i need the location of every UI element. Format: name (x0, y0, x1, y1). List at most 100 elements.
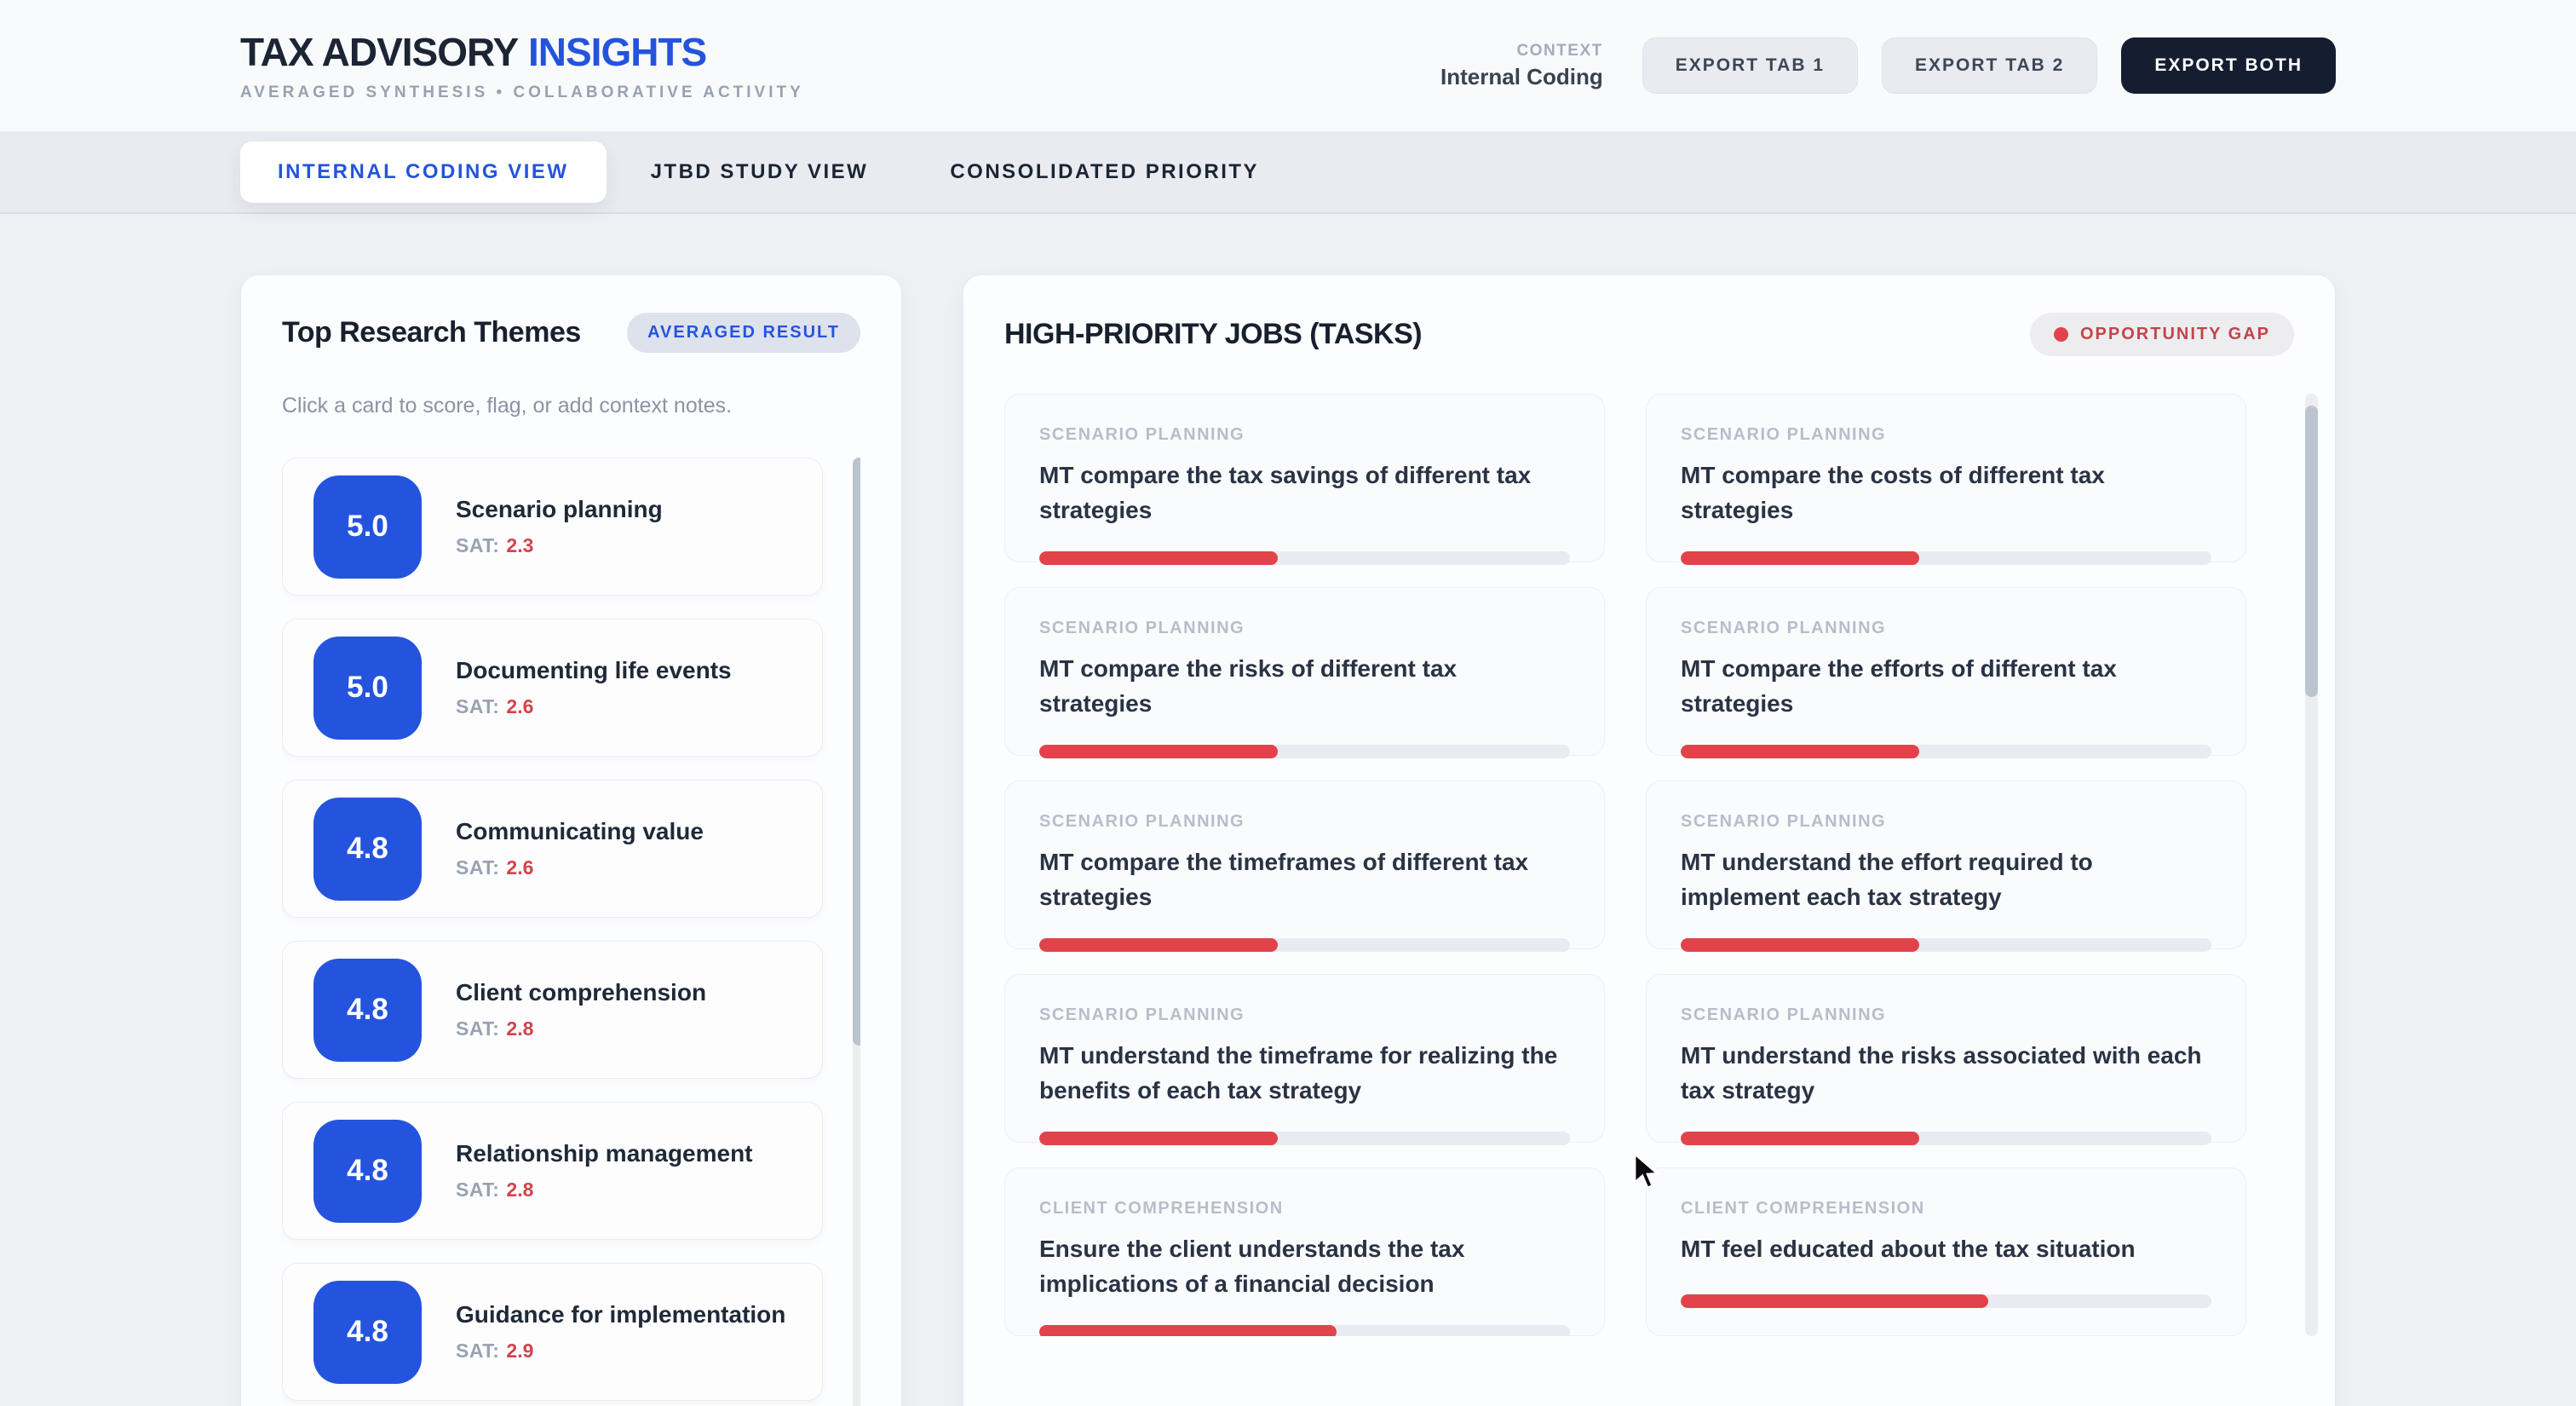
job-card-grid: SCENARIO PLANNING MT compare the tax sav… (1004, 394, 2246, 1336)
job-card[interactable]: SCENARIO PLANNING MT compare the costs o… (1646, 394, 2246, 566)
job-card[interactable]: SCENARIO PLANNING MT understand the risk… (1646, 974, 2246, 1146)
sat-label: SAT: (456, 1178, 500, 1201)
sat-value: 2.8 (506, 1017, 534, 1040)
export-both-button[interactable]: EXPORT BOTH (2121, 37, 2336, 94)
theme-card[interactable]: 4.8 Guidance for implementation SAT: 2.9 (282, 1263, 823, 1401)
sat-label: SAT: (456, 695, 500, 717)
opportunity-gap-bar (1681, 914, 2211, 953)
job-card[interactable]: SCENARIO PLANNING MT understand the effo… (1646, 781, 2246, 953)
opportunity-gap-bar (1681, 1271, 2211, 1308)
theme-sat-row: SAT: 2.8 (456, 1017, 706, 1040)
jobs-panel-title: HIGH-PRIORITY JOBS (TASKS) (1004, 318, 1423, 350)
opportunity-gap-bar (1681, 721, 2211, 759)
themes-hint: Click a card to score, flag, or add cont… (282, 394, 733, 418)
job-title: MT compare the risks of different tax st… (1039, 655, 1458, 717)
view-tab-label: INTERNAL CODING VIEW (278, 159, 569, 183)
theme-card-body: Relationship management SAT: 2.8 (456, 1140, 753, 1201)
sat-value: 2.9 (506, 1340, 534, 1362)
sat-label: SAT: (456, 534, 500, 556)
theme-card[interactable]: 5.0 Documenting life events SAT: 2.6 (282, 619, 823, 757)
view-tab[interactable]: JTBD STUDY VIEW (613, 141, 906, 203)
export-tab2-button[interactable]: EXPORT TAB 2 (1882, 37, 2098, 94)
export-tab1-button[interactable]: EXPORT TAB 1 (1642, 37, 1859, 94)
themes-scrollbar[interactable] (853, 458, 860, 1406)
theme-title: Documenting life events (456, 657, 732, 683)
theme-card[interactable]: 4.8 Communicating value SAT: 2.6 (282, 780, 823, 918)
themes-scrollbar-thumb[interactable] (853, 458, 860, 1046)
view-tab-label: CONSOLIDATED PRIORITY (950, 159, 1260, 183)
app-title-primary: TAX ADVISORY (240, 30, 519, 74)
job-card[interactable]: CLIENT COMPREHENSION Ensure the client u… (1004, 1167, 1605, 1336)
gap-bar-track (1039, 1325, 1570, 1336)
theme-card[interactable]: 4.8 Relationship management SAT: 2.8 (282, 1102, 823, 1240)
context-block: CONTEXT Internal Coding (1440, 42, 1603, 90)
jobs-area: SCENARIO PLANNING MT compare the tax sav… (1004, 394, 2318, 1336)
gap-bar-fill (1039, 1132, 1279, 1146)
theme-score-chip: 5.0 (313, 636, 422, 740)
gap-bar-fill (1039, 938, 1279, 953)
theme-sat-row: SAT: 2.6 (456, 856, 704, 879)
job-category: SCENARIO PLANNING (1039, 619, 1245, 637)
opportunity-gap-bar (1039, 721, 1570, 759)
gap-bar-fill (1681, 938, 1920, 953)
job-title: MT understand the effort required to imp… (1681, 849, 2093, 910)
job-category: SCENARIO PLANNING (1681, 1006, 1887, 1024)
theme-card-body: Client comprehension SAT: 2.8 (456, 979, 706, 1040)
job-card[interactable]: SCENARIO PLANNING MT compare the tax sav… (1004, 394, 1605, 566)
opportunity-gap-legend: OPPORTUNITY GAP (2030, 313, 2294, 356)
theme-card[interactable]: 4.8 Client comprehension SAT: 2.8 (282, 941, 823, 1079)
sat-value: 2.8 (506, 1178, 534, 1201)
sat-value: 2.3 (506, 534, 534, 556)
job-card[interactable]: SCENARIO PLANNING MT compare the risks o… (1004, 587, 1605, 759)
opportunity-gap-bar (1039, 914, 1570, 953)
view-tab[interactable]: CONSOLIDATED PRIORITY (912, 141, 1297, 203)
gap-bar-track (1039, 1132, 1570, 1146)
job-title: MT compare the timeframes of different t… (1039, 849, 1529, 910)
opportunity-gap-dot-icon (2054, 327, 2068, 342)
jobs-scrollbar-thumb[interactable] (2305, 406, 2318, 697)
view-tab[interactable]: INTERNAL CODING VIEW (240, 141, 607, 203)
averaged-result-badge: AVERAGED RESULT (627, 313, 860, 353)
sat-label: SAT: (456, 856, 500, 879)
view-tabbar: INTERNAL CODING VIEW JTBD STUDY VIEW CON… (0, 131, 2576, 214)
theme-score-chip: 4.8 (313, 797, 422, 901)
job-card[interactable]: SCENARIO PLANNING MT understand the time… (1004, 974, 1605, 1146)
view-tabs: INTERNAL CODING VIEW JTBD STUDY VIEW CON… (0, 131, 2576, 212)
theme-title: Client comprehension (456, 979, 707, 1006)
logo-block: TAX ADVISORY INSIGHTS AVERAGED SYNTHESIS… (240, 29, 804, 102)
job-title: Ensure the client understands the tax im… (1039, 1236, 1465, 1297)
theme-title: Relationship management (456, 1140, 753, 1167)
job-card[interactable]: SCENARIO PLANNING MT compare the timefra… (1004, 781, 1605, 953)
gap-bar-track (1681, 1132, 2211, 1146)
theme-card[interactable]: 5.0 Scenario planning SAT: 2.3 (282, 458, 823, 596)
gap-bar-fill (1681, 1294, 1989, 1308)
gap-bar-track (1039, 938, 1570, 953)
theme-score-chip: 4.8 (313, 958, 422, 1062)
context-value: Internal Coding (1440, 63, 1603, 89)
job-category: CLIENT COMPREHENSION (1039, 1199, 1284, 1218)
job-category: SCENARIO PLANNING (1681, 812, 1887, 831)
context-label: CONTEXT (1516, 41, 1603, 60)
gap-bar-track (1039, 551, 1570, 566)
jobs-scrollbar[interactable] (2305, 394, 2318, 1336)
opportunity-gap-bar (1039, 1301, 1570, 1336)
job-card[interactable]: SCENARIO PLANNING MT compare the efforts… (1646, 587, 2246, 759)
job-title: MT compare the costs of different tax st… (1681, 462, 2105, 523)
job-card[interactable]: CLIENT COMPREHENSION MT feel educated ab… (1646, 1167, 2246, 1336)
sat-label: SAT: (456, 1340, 500, 1362)
theme-sat-row: SAT: 2.3 (456, 534, 663, 557)
theme-card-body: Scenario planning SAT: 2.3 (456, 496, 663, 557)
app-header: TAX ADVISORY INSIGHTS AVERAGED SYNTHESIS… (0, 0, 2576, 131)
jobs-panel: HIGH-PRIORITY JOBS (TASKS) OPPORTUNITY G… (963, 274, 2336, 1406)
app-subtitle: AVERAGED SYNTHESIS • COLLABORATIVE ACTIV… (240, 84, 804, 101)
opportunity-gap-bar (1039, 1108, 1570, 1146)
job-category: SCENARIO PLANNING (1039, 812, 1245, 831)
theme-card-body: Communicating value SAT: 2.6 (456, 818, 704, 879)
theme-title: Scenario planning (456, 496, 663, 522)
job-title: MT understand the timeframe for realizin… (1039, 1042, 1558, 1103)
themes-panel: Top Research Themes AVERAGED RESULT Clic… (240, 274, 902, 1406)
opportunity-gap-label: OPPORTUNITY GAP (2080, 325, 2270, 343)
gap-bar-track (1681, 1294, 2211, 1308)
job-title: MT feel educated about the tax situation (1681, 1236, 2136, 1262)
